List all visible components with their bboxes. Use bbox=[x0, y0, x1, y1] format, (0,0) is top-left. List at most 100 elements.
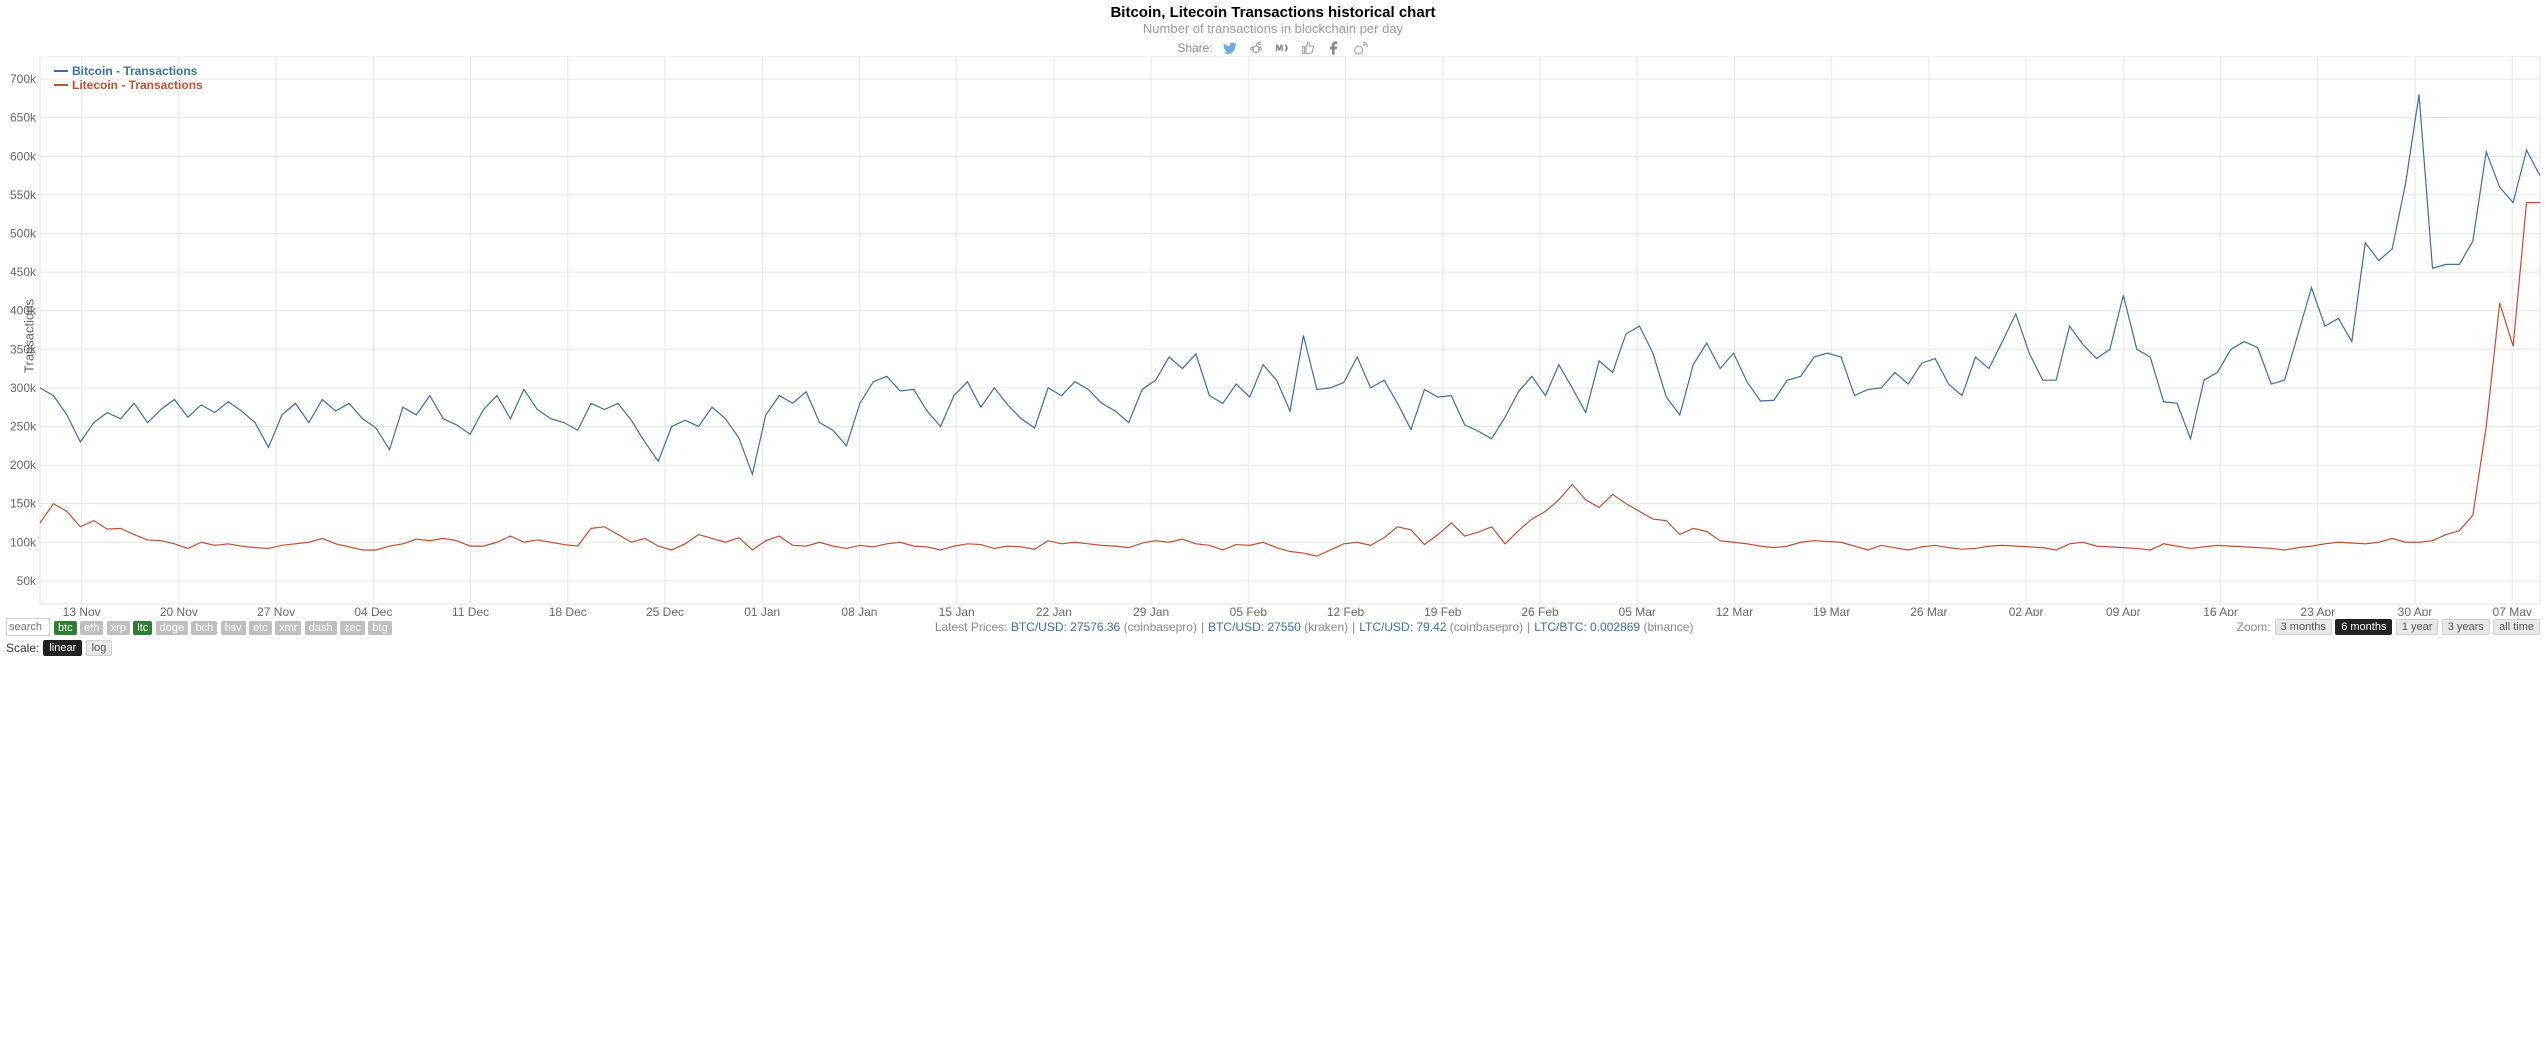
x-tick-label: 20 Nov bbox=[160, 605, 198, 616]
y-tick-label: 300k bbox=[10, 381, 37, 395]
reddit-icon[interactable] bbox=[1247, 40, 1265, 56]
facebook-icon[interactable] bbox=[1325, 40, 1343, 56]
coin-button-eth[interactable]: eth bbox=[80, 621, 103, 635]
price-link[interactable]: BTC/USD: 27576.36 bbox=[1011, 620, 1120, 634]
legend-item[interactable]: Litecoin - Transactions bbox=[54, 78, 203, 92]
zoom-button[interactable]: all time bbox=[2493, 619, 2540, 635]
x-tick-label: 16 Apr bbox=[2203, 605, 2238, 616]
zoom-button[interactable]: 1 year bbox=[2396, 619, 2439, 635]
legend-label: Bitcoin - Transactions bbox=[72, 64, 197, 78]
y-tick-label: 500k bbox=[10, 227, 37, 241]
latest-prices: Latest Prices: BTC/USD: 27576.36 (coinba… bbox=[392, 620, 2237, 634]
chart-title: Bitcoin, Litecoin Transactions historica… bbox=[0, 4, 2546, 21]
chart-legend: Bitcoin - TransactionsLitecoin - Transac… bbox=[48, 62, 209, 94]
x-tick-label: 08 Jan bbox=[841, 605, 877, 616]
scale-label: Scale: bbox=[6, 641, 39, 655]
coin-button-bch[interactable]: bch bbox=[191, 621, 217, 635]
twitter-icon[interactable] bbox=[1221, 40, 1239, 56]
price-source: (kraken) bbox=[1301, 620, 1348, 634]
scale-controls: Scale: linear log bbox=[0, 638, 2546, 658]
x-tick-label: 12 Feb bbox=[1327, 605, 1365, 616]
x-tick-label: 19 Mar bbox=[1813, 605, 1850, 616]
coin-button-xrp[interactable]: xrp bbox=[107, 621, 130, 635]
coin-button-btg[interactable]: btg bbox=[368, 621, 391, 635]
x-tick-label: 18 Dec bbox=[549, 605, 587, 616]
x-tick-label: 09 Apr bbox=[2106, 605, 2141, 616]
share-label: Share: bbox=[1177, 41, 1212, 55]
y-tick-label: 700k bbox=[10, 72, 37, 86]
separator: | bbox=[1527, 620, 1530, 634]
scale-button[interactable]: linear bbox=[43, 640, 82, 656]
separator: | bbox=[1201, 620, 1204, 634]
x-tick-label: 25 Dec bbox=[646, 605, 684, 616]
price-source: (coinbasepro) bbox=[1120, 620, 1197, 634]
y-tick-label: 400k bbox=[10, 304, 37, 318]
footer-left: btc eth xrp ltc doge bch bsv etc xmr das… bbox=[6, 618, 392, 636]
scale-button[interactable]: log bbox=[86, 640, 113, 656]
y-tick-label: 650k bbox=[10, 111, 37, 125]
x-tick-label: 23 Apr bbox=[2300, 605, 2335, 616]
y-tick-label: 450k bbox=[10, 265, 37, 279]
x-tick-label: 22 Jan bbox=[1036, 605, 1072, 616]
x-tick-label: 13 Nov bbox=[63, 605, 101, 616]
legend-item[interactable]: Bitcoin - Transactions bbox=[54, 64, 203, 78]
weibo-icon[interactable] bbox=[1351, 40, 1369, 56]
price-link[interactable]: LTC/USD: 79.42 bbox=[1359, 620, 1446, 634]
price-link[interactable]: LTC/BTC: 0.002869 bbox=[1534, 620, 1640, 634]
x-tick-label: 19 Feb bbox=[1424, 605, 1462, 616]
x-tick-label: 04 Dec bbox=[354, 605, 392, 616]
y-tick-label: 100k bbox=[10, 535, 37, 549]
share-row: Share: bbox=[0, 40, 2546, 56]
x-tick-label: 02 Apr bbox=[2009, 605, 2044, 616]
latest-prices-label: Latest Prices: bbox=[935, 620, 1011, 634]
y-tick-label: 600k bbox=[10, 149, 37, 163]
coin-button-xmr[interactable]: xmr bbox=[275, 621, 301, 635]
coin-button-bsv[interactable]: bsv bbox=[221, 621, 246, 635]
x-tick-label: 27 Nov bbox=[257, 605, 295, 616]
coin-button-doge[interactable]: doge bbox=[156, 621, 188, 635]
y-tick-label: 200k bbox=[10, 458, 37, 472]
legend-label: Litecoin - Transactions bbox=[72, 78, 203, 92]
chart-header: Bitcoin, Litecoin Transactions historica… bbox=[0, 0, 2546, 56]
separator: | bbox=[1352, 620, 1355, 634]
y-tick-label: 150k bbox=[10, 497, 37, 511]
x-tick-label: 07 May bbox=[2493, 605, 2532, 616]
vk-icon[interactable] bbox=[1273, 40, 1291, 56]
legend-swatch bbox=[54, 84, 68, 86]
search-input[interactable] bbox=[6, 618, 50, 636]
series-line bbox=[40, 95, 2540, 475]
price-source: (binance) bbox=[1640, 620, 1693, 634]
chart-subtitle: Number of transactions in blockchain per… bbox=[0, 21, 2546, 36]
x-tick-label: 29 Jan bbox=[1133, 605, 1169, 616]
x-tick-label: 15 Jan bbox=[939, 605, 975, 616]
x-tick-label: 30 Apr bbox=[2398, 605, 2433, 616]
coin-button-zec[interactable]: zec bbox=[340, 621, 365, 635]
y-tick-label: 350k bbox=[10, 342, 37, 356]
price-source: (coinbasepro) bbox=[1446, 620, 1523, 634]
chart-area: Transactions 13 Nov20 Nov27 Nov04 Dec11 … bbox=[0, 56, 2546, 616]
page-wrapper: Bitcoin, Litecoin Transactions historica… bbox=[0, 0, 2546, 658]
coin-button-etc[interactable]: etc bbox=[249, 621, 272, 635]
zoom-controls: Zoom: 3 months 6 months 1 year 3 years a… bbox=[2237, 619, 2540, 635]
x-tick-label: 26 Feb bbox=[1521, 605, 1559, 616]
x-tick-label: 11 Dec bbox=[452, 605, 489, 616]
zoom-button[interactable]: 3 months bbox=[2275, 619, 2332, 635]
coin-button-ltc[interactable]: ltc bbox=[133, 621, 152, 635]
coin-button-btc[interactable]: btc bbox=[54, 621, 77, 635]
coin-button-dash[interactable]: dash bbox=[305, 621, 337, 635]
x-tick-label: 05 Mar bbox=[1619, 605, 1656, 616]
chart-svg: 13 Nov 20 Nov 27 Nov 04 Dec 11 Dec 18 Dec 25 D… bbox=[0, 56, 2546, 616]
zoom-button[interactable]: 3 years bbox=[2442, 619, 2490, 635]
legend-swatch bbox=[54, 70, 68, 72]
y-tick-label: 550k bbox=[10, 188, 37, 202]
price-link[interactable]: BTC/USD: 27550 bbox=[1208, 620, 1301, 634]
x-tick-label: 12 Mar bbox=[1716, 605, 1753, 616]
series-line bbox=[40, 203, 2540, 556]
x-tick-label: 05 Feb bbox=[1230, 605, 1268, 616]
x-tick-label: 01 Jan bbox=[744, 605, 780, 616]
y-tick-label: 250k bbox=[10, 419, 37, 433]
y-tick-label: 50k bbox=[17, 574, 37, 588]
zoom-button[interactable]: 6 months bbox=[2335, 619, 2392, 635]
like-icon[interactable] bbox=[1299, 40, 1317, 56]
x-tick-label: 26 Mar bbox=[1910, 605, 1947, 616]
